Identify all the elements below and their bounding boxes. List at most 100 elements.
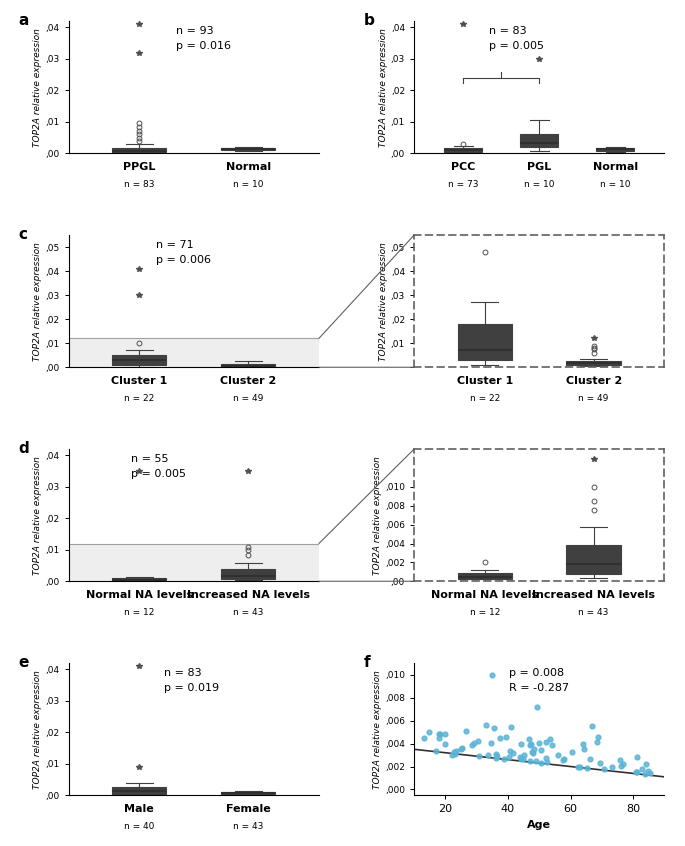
- Text: n = 73: n = 73: [448, 179, 479, 189]
- Point: [483, 749, 494, 762]
- Point: [440, 737, 451, 750]
- Point: [592, 735, 603, 749]
- Point: [517, 752, 528, 766]
- Point: [632, 750, 643, 764]
- Text: n = 93
p = 0.016: n = 93 p = 0.016: [176, 26, 231, 52]
- Point: [515, 738, 526, 751]
- Point: [472, 734, 483, 748]
- Point: [541, 750, 552, 764]
- Point: [552, 749, 563, 762]
- Point: [524, 755, 535, 768]
- Point: [424, 725, 435, 739]
- Point: [449, 745, 460, 759]
- Point: [486, 737, 497, 750]
- Point: [466, 738, 477, 751]
- PathPatch shape: [221, 365, 275, 367]
- Point: [506, 721, 516, 734]
- Text: n = 83
p = 0.019: n = 83 p = 0.019: [164, 668, 219, 693]
- Point: [434, 727, 445, 740]
- Y-axis label: TOP2A relative expression: TOP2A relative expression: [34, 670, 42, 788]
- Text: n = 40: n = 40: [124, 821, 154, 831]
- Point: [508, 746, 519, 760]
- Point: [616, 759, 627, 772]
- Point: [525, 737, 536, 750]
- Point: [535, 756, 546, 770]
- PathPatch shape: [221, 792, 275, 794]
- Point: [607, 761, 618, 774]
- Point: [617, 757, 628, 771]
- Point: [592, 730, 603, 744]
- Point: [435, 727, 446, 740]
- Point: [584, 753, 595, 766]
- Text: p = 0.008
R = -0.287: p = 0.008 R = -0.287: [509, 668, 569, 693]
- Point: [430, 744, 441, 758]
- Text: n = 83
p = 0.005: n = 83 p = 0.005: [489, 26, 544, 52]
- Point: [499, 752, 510, 766]
- Point: [643, 765, 653, 778]
- Point: [487, 667, 498, 681]
- Point: [473, 749, 484, 762]
- Point: [541, 755, 552, 768]
- Text: n = 10: n = 10: [524, 179, 554, 189]
- Point: [575, 761, 586, 774]
- Text: n = 43: n = 43: [579, 607, 609, 617]
- Text: n = 22: n = 22: [470, 393, 500, 403]
- Text: n = 49: n = 49: [233, 393, 263, 403]
- Y-axis label: TOP2A relative expression: TOP2A relative expression: [34, 242, 42, 360]
- Y-axis label: TOP2A relative expression: TOP2A relative expression: [373, 456, 382, 574]
- Point: [636, 762, 647, 776]
- Point: [501, 730, 512, 744]
- Text: n = 71
p = 0.006: n = 71 p = 0.006: [156, 240, 211, 266]
- Point: [488, 722, 499, 735]
- Point: [631, 765, 642, 778]
- Point: [504, 750, 515, 764]
- Point: [614, 753, 625, 766]
- Point: [567, 745, 578, 759]
- Point: [536, 744, 547, 757]
- X-axis label: Age: Age: [527, 820, 551, 830]
- Point: [572, 761, 583, 774]
- Y-axis label: TOP2A relative expression: TOP2A relative expression: [34, 456, 42, 574]
- Point: [640, 767, 651, 781]
- Point: [449, 747, 460, 761]
- Point: [632, 766, 643, 779]
- Point: [457, 741, 468, 755]
- PathPatch shape: [566, 546, 621, 574]
- Point: [492, 749, 503, 762]
- Text: n = 10: n = 10: [600, 179, 630, 189]
- Y-axis label: TOP2A relative expression: TOP2A relative expression: [379, 28, 388, 146]
- Text: n = 12: n = 12: [470, 607, 500, 617]
- PathPatch shape: [112, 147, 166, 152]
- Point: [594, 755, 605, 769]
- Point: [599, 761, 610, 775]
- Bar: [68, 543, 319, 581]
- Point: [559, 753, 570, 766]
- Text: c: c: [18, 228, 27, 242]
- Y-axis label: TOP2A relative expression: TOP2A relative expression: [379, 242, 388, 360]
- Point: [456, 743, 466, 756]
- Text: n = 10: n = 10: [233, 179, 264, 189]
- Point: [547, 738, 558, 751]
- Point: [527, 747, 538, 761]
- Point: [446, 748, 457, 761]
- Point: [524, 738, 535, 751]
- PathPatch shape: [521, 135, 558, 147]
- Point: [533, 736, 544, 750]
- Point: [545, 733, 556, 746]
- Y-axis label: TOP2A relative expression: TOP2A relative expression: [34, 28, 42, 146]
- Point: [419, 731, 429, 744]
- Point: [490, 747, 501, 761]
- PathPatch shape: [566, 361, 621, 365]
- Bar: [68, 338, 319, 367]
- Point: [523, 732, 534, 745]
- PathPatch shape: [458, 324, 512, 360]
- PathPatch shape: [458, 573, 512, 580]
- Point: [527, 745, 538, 759]
- Point: [587, 720, 598, 733]
- Point: [440, 727, 451, 740]
- Point: [515, 752, 526, 766]
- PathPatch shape: [112, 579, 166, 580]
- PathPatch shape: [221, 148, 275, 151]
- Point: [518, 748, 529, 761]
- Point: [540, 736, 551, 750]
